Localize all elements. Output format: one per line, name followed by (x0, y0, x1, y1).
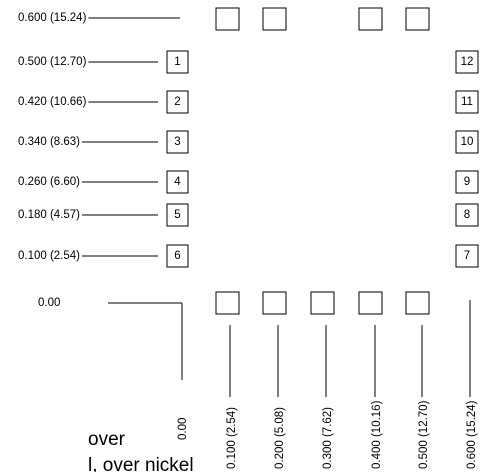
pad (262, 7, 287, 31)
pad (358, 7, 383, 31)
pad (166, 203, 189, 227)
dimension-label: 0.400 (10.16) (371, 400, 383, 469)
top-pads (215, 7, 430, 31)
cut-text: over (88, 429, 126, 450)
pad (166, 170, 189, 194)
cut-text: l, over nickel (88, 455, 194, 472)
pad-number: 8 (464, 209, 470, 221)
pad (455, 90, 479, 114)
pad (455, 203, 479, 227)
pad-number: 3 (174, 136, 180, 148)
pad (215, 291, 240, 315)
pad (455, 50, 479, 74)
pad (215, 7, 240, 31)
pad-number: 9 (464, 176, 470, 188)
dimension-label: 0.600 (15.24) (18, 12, 87, 24)
pad (405, 291, 430, 315)
pad-number: 11 (461, 96, 473, 108)
dimension-label: 0.500 (12.70) (418, 400, 430, 469)
dimension-label: 0.100 (2.54) (226, 407, 238, 469)
pad-number: 10 (461, 136, 474, 148)
dimension-label: 0.340 (8.63) (18, 136, 80, 148)
pad (310, 291, 335, 315)
pad-number: 2 (174, 96, 180, 108)
bottom-pads (215, 291, 430, 315)
pad (166, 130, 189, 154)
pad (405, 7, 430, 31)
pad-number: 6 (174, 250, 180, 262)
pad-number: 5 (174, 209, 180, 221)
pad (455, 170, 479, 194)
pad-number: 4 (174, 176, 181, 188)
pad (166, 244, 189, 268)
dimension-label: 0.600 (15.24) (466, 400, 478, 469)
pad-number: 12 (461, 56, 474, 68)
pad (166, 90, 189, 114)
pad (262, 291, 287, 315)
pad (455, 130, 479, 154)
pad-number: 1 (174, 56, 180, 68)
dimension-label: 0.500 (12.70) (18, 56, 87, 68)
pad (358, 291, 383, 315)
dimension-label: 0.180 (4.57) (18, 209, 80, 221)
dimension-label: 0.300 (7.62) (322, 407, 334, 469)
pad (455, 244, 479, 268)
dimension-label: 0.00 (38, 297, 60, 309)
dimension-label: 0.260 (6.60) (18, 176, 80, 188)
dimension-label: 0.200 (5.08) (274, 407, 286, 469)
dimension-label: 0.100 (2.54) (18, 250, 80, 262)
dimension-label: 0.420 (10.66) (18, 96, 87, 108)
dimension-label: 0.00 (177, 418, 189, 440)
pad (166, 50, 189, 74)
pad-number: 7 (464, 250, 470, 262)
